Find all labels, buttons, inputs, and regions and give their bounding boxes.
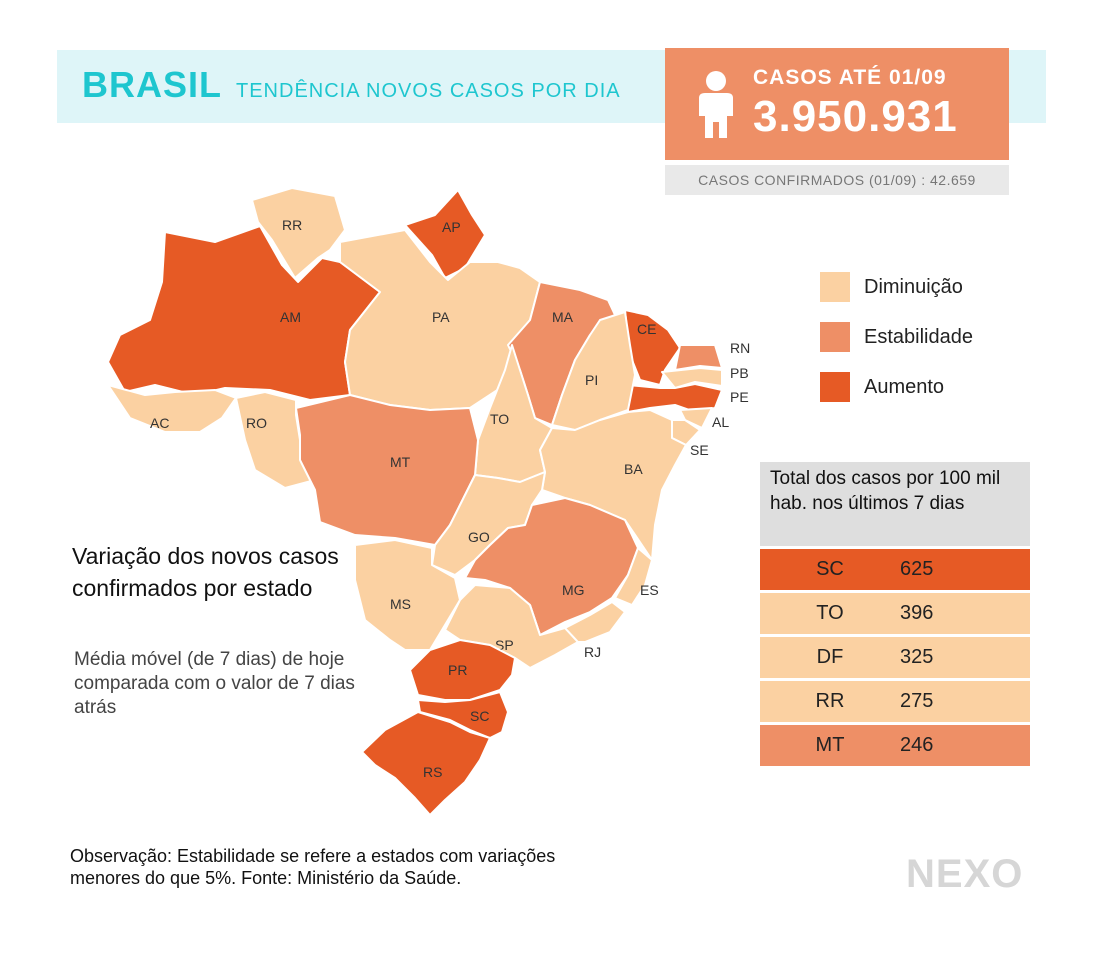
table-header: Total dos casos por 100 mil hab. nos últ…: [760, 462, 1030, 546]
state-label-es: ES: [640, 582, 659, 598]
state-ac[interactable]: AC: [107, 384, 237, 433]
state-label-ma: MA: [552, 309, 574, 325]
state-label-ac: AC: [150, 415, 169, 431]
person-icon: [699, 71, 733, 138]
state-ap[interactable]: AP: [404, 189, 486, 279]
state-label-rr: RR: [282, 217, 302, 233]
state-label-al: AL: [712, 414, 729, 430]
state-label-to: TO: [490, 411, 509, 427]
state-label-am: AM: [280, 309, 301, 325]
state-label-pa: PA: [432, 309, 450, 325]
table-cell-value: 246: [900, 734, 934, 756]
description-text: Média móvel (de 7 dias) de hoje comparad…: [74, 649, 355, 718]
table-row: SC 625: [760, 549, 1030, 590]
state-pe[interactable]: [627, 383, 723, 413]
footnote-line: Observação: Estabilidade se refere a est…: [70, 846, 556, 866]
table-cell-uf: MT: [815, 734, 845, 756]
cases-table: Total dos casos por 100 mil hab. nos últ…: [760, 462, 1030, 766]
cases-value: 3.950.931: [753, 92, 958, 141]
page-title: BRASIL: [82, 64, 222, 105]
table-cell-uf: RR: [815, 690, 845, 712]
table-cell-value: 625: [900, 558, 934, 580]
confirmed-cases: CASOS CONFIRMADOS (01/09) : 42.659: [665, 165, 1009, 195]
state-label-mg: MG: [562, 582, 585, 598]
legend-swatch: [820, 372, 850, 402]
state-pr[interactable]: PR: [409, 639, 516, 701]
state-label-ms: MS: [390, 596, 411, 612]
table-cell-value: 325: [900, 646, 934, 668]
state-label-rn: RN: [730, 340, 750, 356]
state-label-ba: BA: [624, 461, 643, 477]
state-label-se: SE: [690, 442, 709, 458]
legend-label: Diminuição: [864, 275, 963, 298]
state-label-pi: PI: [585, 372, 598, 388]
table-cell-value: 396: [900, 602, 934, 624]
legend-item-diminuicao: Diminuição: [820, 262, 973, 312]
state-ms[interactable]: MS: [354, 539, 461, 651]
confirmed-cases-text: CASOS CONFIRMADOS (01/09) : 42.659: [698, 172, 976, 188]
state-rn[interactable]: [674, 344, 723, 371]
state-label-rs: RS: [423, 764, 442, 780]
state-rr[interactable]: RR: [251, 187, 346, 279]
state-label-pe: PE: [730, 389, 749, 405]
table-cell-uf: TO: [816, 602, 844, 624]
state-rs[interactable]: RS: [361, 711, 491, 816]
state-label-sc: SC: [470, 708, 489, 724]
state-sc[interactable]: SC: [417, 691, 509, 739]
state-label-pr: PR: [448, 662, 467, 678]
cases-label: CASOS ATÉ 01/09: [753, 66, 947, 89]
state-label-ap: AP: [442, 219, 461, 235]
state-label-mt: MT: [390, 454, 411, 470]
legend-swatch: [820, 272, 850, 302]
table-cell-value: 275: [900, 690, 934, 712]
footnote-line: menores do que 5%. Fonte: Ministério da …: [70, 868, 462, 888]
table-row: TO 396: [760, 593, 1030, 634]
footnote: Observação: Estabilidade se refere a est…: [70, 845, 555, 889]
brand-logo: NEXO: [906, 852, 1024, 896]
state-label-ce: CE: [637, 321, 656, 337]
page-subtitle: TENDÊNCIA NOVOS CASOS POR DIA: [236, 80, 621, 102]
state-al[interactable]: [679, 407, 713, 429]
cases-box: CASOS ATÉ 01/09 3.950.931: [665, 48, 1009, 160]
state-label-rj: RJ: [584, 644, 601, 660]
legend-item-aumento: Aumento: [820, 362, 973, 412]
legend-label: Aumento: [864, 375, 945, 398]
state-es[interactable]: ES: [614, 547, 659, 606]
table-row: DF 325: [760, 637, 1030, 678]
legend-item-estabilidade: Estabilidade: [820, 312, 973, 362]
legend: Diminuição Estabilidade Aumento: [820, 262, 973, 412]
table-row: MT 246: [760, 725, 1030, 766]
state-ce[interactable]: CE: [624, 309, 681, 386]
legend-swatch: [820, 322, 850, 352]
state-rj[interactable]: RJ: [564, 601, 626, 660]
state-mt[interactable]: MT: [295, 394, 479, 546]
state-label-ro: RO: [246, 415, 267, 431]
state-ro[interactable]: RO: [235, 391, 316, 489]
state-am[interactable]: AM: [107, 225, 381, 401]
table-row: RR 275: [760, 681, 1030, 722]
state-label-go: GO: [468, 529, 490, 545]
table-cell-uf: DF: [816, 646, 844, 668]
legend-label: Estabilidade: [864, 325, 973, 348]
state-label-pb: PB: [730, 365, 749, 381]
description-title: Variação dos novos casos confirmados por…: [72, 543, 339, 601]
table-cell-uf: SC: [816, 558, 844, 580]
